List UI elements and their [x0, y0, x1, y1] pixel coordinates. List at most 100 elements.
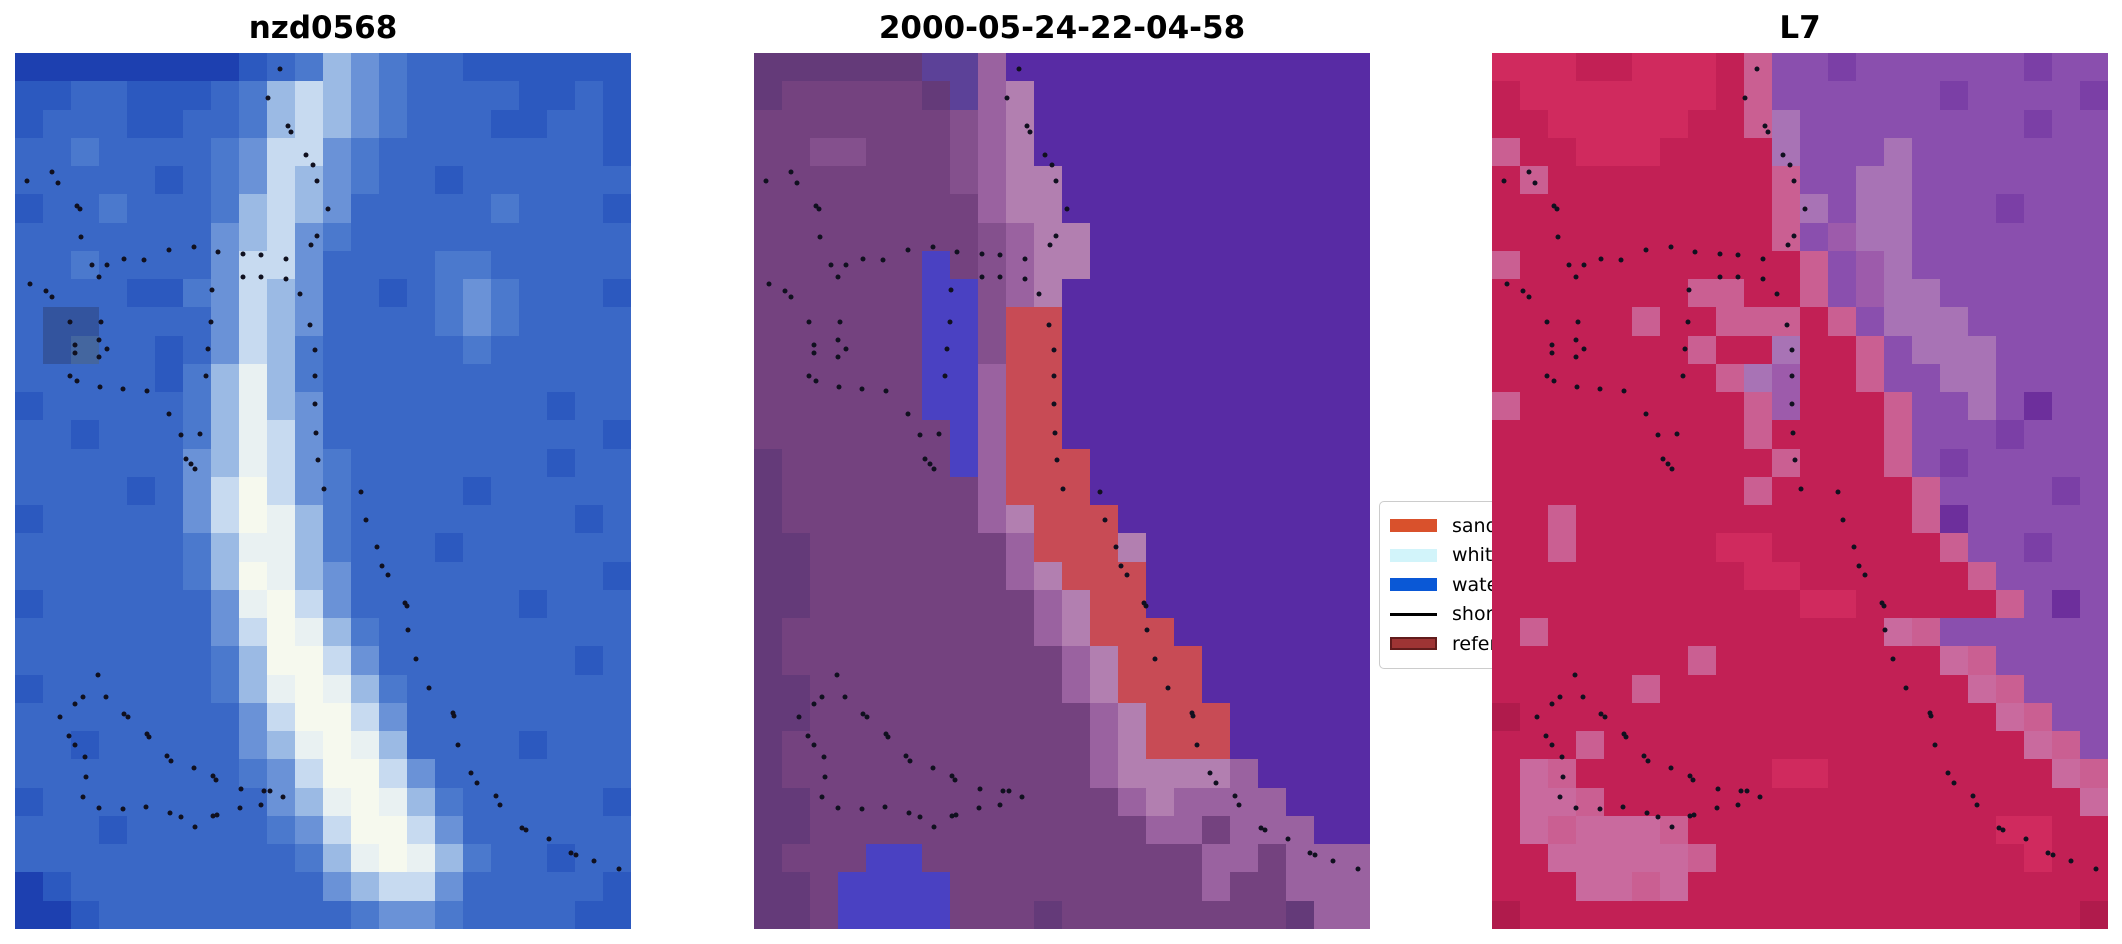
shoreline-dot	[917, 432, 923, 438]
legend-label-shoreline: shor	[1452, 603, 1494, 626]
shoreline-dot	[258, 252, 264, 258]
shoreline-dot	[1551, 378, 1557, 384]
shoreline-dot	[80, 694, 86, 700]
legend-label-water: wate	[1452, 573, 1499, 596]
shoreline-dot	[1682, 346, 1688, 352]
shoreline-dot	[1645, 758, 1651, 764]
shoreline-dot	[258, 274, 264, 280]
shoreline-dot	[976, 805, 982, 811]
shoreline-dot	[2023, 836, 2029, 842]
shoreline-dot	[811, 701, 817, 707]
shoreline-dot	[168, 758, 174, 764]
legend-label-sand: sand	[1452, 514, 1498, 537]
shoreline-dot	[811, 342, 817, 348]
shoreline-dot	[1551, 203, 1557, 209]
shoreline-dot	[66, 733, 72, 739]
legend-item-water: wate	[1390, 570, 1582, 600]
shoreline-dot	[308, 242, 314, 248]
shoreline-dot	[72, 350, 78, 356]
shoreline-dot	[1051, 347, 1057, 353]
shoreline-dot	[164, 753, 170, 759]
shoreline-dot	[953, 812, 959, 818]
shoreline-dot	[1232, 793, 1238, 799]
shoreline-dot	[885, 734, 891, 740]
shoreline-dot	[1784, 322, 1790, 328]
shoreline-dot	[1051, 373, 1057, 379]
shoreline-dot	[57, 714, 63, 720]
shoreline-dot	[72, 742, 78, 748]
shoreline-dot	[1019, 794, 1025, 800]
shoreline-dot	[96, 805, 102, 811]
shoreline-dot	[1566, 262, 1572, 268]
shoreline-dot	[1597, 386, 1603, 392]
shoreline-dot	[616, 866, 622, 872]
shoreline-dot	[55, 180, 61, 186]
shoreline-dot	[312, 347, 318, 353]
shoreline-dot	[1549, 701, 1555, 707]
shoreline-dot	[1118, 563, 1124, 569]
shoreline-dot	[238, 786, 244, 792]
shoreline-dot	[1581, 346, 1587, 352]
shoreline-dot	[166, 411, 172, 417]
shoreline-dot	[573, 852, 579, 858]
shoreline-dot	[80, 794, 86, 800]
shoreline-dot	[120, 806, 126, 812]
shoreline-dot	[468, 770, 474, 776]
satellite-image-nzd0568	[15, 53, 631, 929]
shoreline-dot	[1036, 291, 1042, 297]
shoreline-dot	[144, 731, 150, 737]
shoreline-dot	[1687, 773, 1693, 779]
shoreline-dot	[67, 373, 73, 379]
shoreline-dot	[1549, 350, 1555, 356]
shoreline-dot	[922, 456, 928, 462]
shoreline-dot	[455, 742, 461, 748]
shoreline-dot	[1620, 804, 1626, 810]
shoreline-dot	[905, 247, 911, 253]
shoreline-dot	[74, 203, 80, 209]
shoreline-dot	[1113, 544, 1119, 550]
shoreline-dot	[519, 825, 525, 831]
shoreline-dot	[1534, 714, 1540, 720]
shoreline-dot	[997, 802, 1003, 808]
shoreline-dot	[1549, 342, 1555, 348]
shoreline-dot	[2093, 866, 2099, 872]
shoreline-dot	[836, 384, 842, 390]
shoreline-dot	[1881, 603, 1887, 609]
shoreline-dot	[1996, 825, 2002, 831]
shoreline-dot	[1554, 206, 1560, 212]
shoreline-dot	[261, 788, 267, 794]
shoreline-dot	[1655, 814, 1661, 820]
shoreline-dot	[315, 457, 321, 463]
shoreline-dot	[794, 180, 800, 186]
shoreline-dot	[1851, 544, 1857, 550]
sand-swatch-icon	[1390, 519, 1437, 533]
shoreline-dot	[72, 701, 78, 707]
shoreline-dot	[303, 152, 309, 158]
shoreline-dot	[806, 319, 812, 325]
shoreline-dot	[1690, 777, 1696, 783]
shoreline-dot	[1189, 710, 1195, 716]
shoreline-dot	[312, 401, 318, 407]
shoreline-dot	[1760, 256, 1766, 262]
shoreline-dot	[210, 773, 216, 779]
panel-title-l7: L7	[1779, 10, 1821, 46]
shoreline-dot	[1557, 694, 1563, 700]
shoreline-dot	[766, 281, 772, 287]
shoreline-dot	[240, 274, 246, 280]
shoreline-dot	[546, 836, 552, 842]
shoreline-dot	[1668, 244, 1674, 250]
shoreline-dot	[977, 786, 983, 792]
legend-item-whitewater: whit	[1390, 541, 1582, 571]
shoreline-dot	[191, 765, 197, 771]
shoreline-dot	[1312, 852, 1318, 858]
shoreline-dot	[313, 430, 319, 436]
shoreline-dot	[860, 256, 866, 262]
shoreline-dot	[267, 788, 273, 794]
shoreline-dot	[947, 319, 953, 325]
shoreline-dot	[1165, 685, 1171, 691]
shoreline-dot	[931, 466, 937, 472]
shoreline-dot	[374, 544, 380, 550]
shoreline-dot	[1597, 806, 1603, 812]
shoreline-dot	[1660, 456, 1666, 462]
shoreline-dot	[788, 169, 794, 175]
